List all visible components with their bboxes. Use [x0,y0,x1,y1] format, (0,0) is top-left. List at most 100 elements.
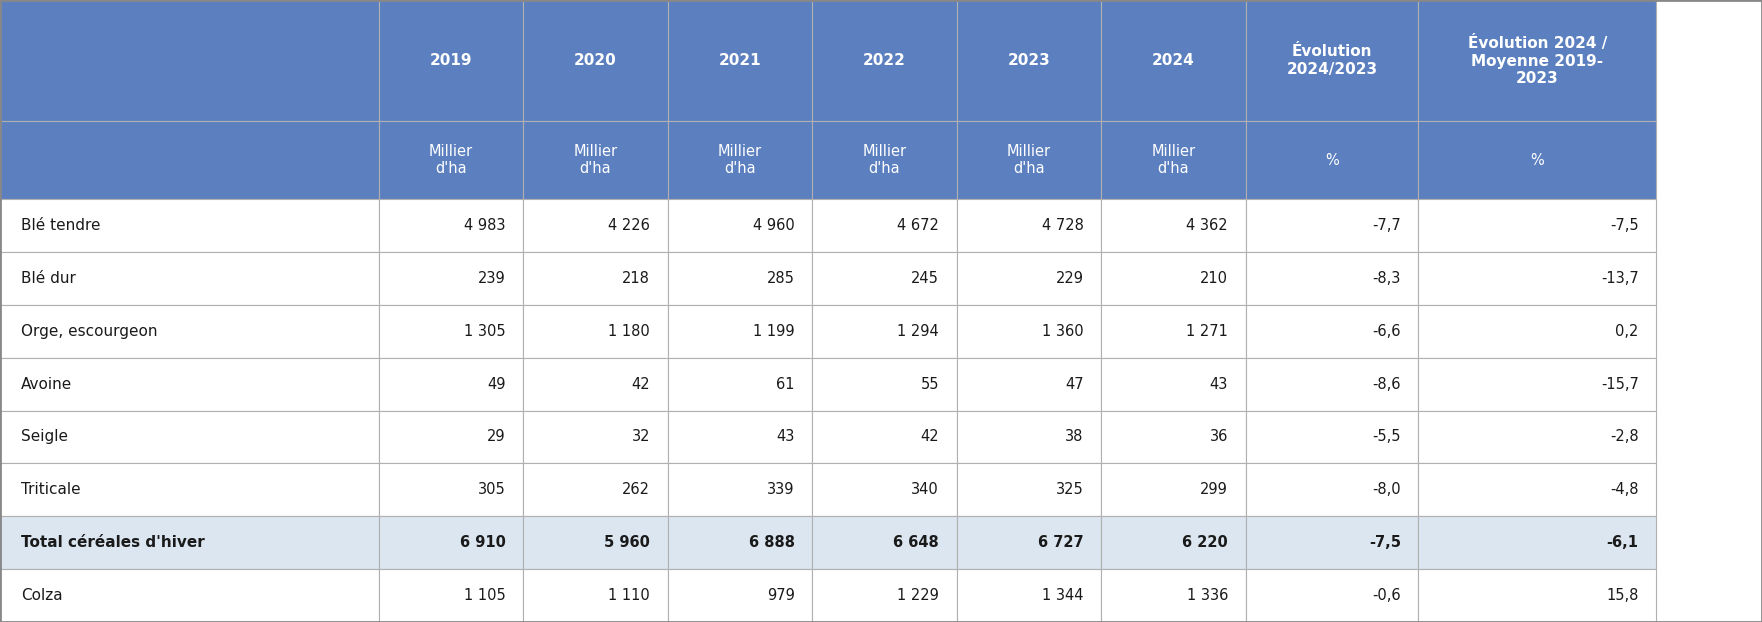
Text: Blé tendre: Blé tendre [21,218,100,233]
Text: 1 360: 1 360 [1041,323,1084,339]
Text: 6 648: 6 648 [893,535,939,550]
Text: 32: 32 [633,429,650,445]
Bar [957,121,1101,199]
Text: 1 344: 1 344 [1041,588,1084,603]
Bar [957,0,1101,121]
Bar [1246,463,1418,516]
Bar [379,516,523,569]
Bar [0,305,379,358]
Bar [1418,516,1656,569]
Text: -13,7: -13,7 [1602,271,1639,286]
Text: 239: 239 [478,271,506,286]
Text: 339: 339 [766,482,795,498]
Text: 2022: 2022 [863,53,906,68]
Bar [1418,0,1656,121]
Bar [523,121,668,199]
Bar [1101,569,1246,622]
Bar [523,358,668,411]
Text: 245: 245 [911,271,939,286]
Text: 979: 979 [766,588,795,603]
Bar [379,199,523,252]
Text: Millier
d'ha: Millier d'ha [717,144,763,177]
Bar [812,252,957,305]
Text: Millier
d'ha: Millier d'ha [428,144,474,177]
Text: 1 305: 1 305 [463,323,506,339]
Bar [379,305,523,358]
Text: Avoine: Avoine [21,376,72,392]
Text: 38: 38 [1066,429,1084,445]
Text: 285: 285 [766,271,795,286]
Text: Millier
d'ha: Millier d'ha [1151,144,1196,177]
Text: Orge, escourgeon: Orge, escourgeon [21,323,157,339]
Text: 1 180: 1 180 [608,323,650,339]
Bar [668,358,812,411]
Bar [523,305,668,358]
Text: Blé dur: Blé dur [21,271,76,286]
Bar [523,0,668,121]
Bar [957,358,1101,411]
Text: 2024: 2024 [1152,53,1195,68]
Bar [523,411,668,463]
Bar [812,463,957,516]
Bar [379,252,523,305]
Text: 1 229: 1 229 [897,588,939,603]
Bar [1101,252,1246,305]
Bar [668,252,812,305]
Bar [1246,358,1418,411]
Bar [1418,463,1656,516]
Text: -8,3: -8,3 [1373,271,1401,286]
Bar [379,411,523,463]
Bar [1246,0,1418,121]
Bar [957,252,1101,305]
Bar [668,0,812,121]
Text: -8,0: -8,0 [1373,482,1401,498]
Bar [1101,0,1246,121]
Bar [0,411,379,463]
Text: 42: 42 [631,376,650,392]
Bar [523,199,668,252]
Text: 1 199: 1 199 [752,323,795,339]
Text: 1 294: 1 294 [897,323,939,339]
Text: 305: 305 [478,482,506,498]
Bar [1246,121,1418,199]
Bar [1418,121,1656,199]
Text: 210: 210 [1200,271,1228,286]
Bar [668,411,812,463]
Text: -7,5: -7,5 [1369,535,1401,550]
Bar [1418,358,1656,411]
Bar [0,199,379,252]
Text: Total céréales d'hiver: Total céréales d'hiver [21,535,204,550]
Text: 49: 49 [488,376,506,392]
Text: -8,6: -8,6 [1373,376,1401,392]
Text: %: % [1531,152,1544,168]
Text: 4 672: 4 672 [897,218,939,233]
Bar [1101,516,1246,569]
Text: 42: 42 [920,429,939,445]
Text: 6 727: 6 727 [1038,535,1084,550]
Bar [523,252,668,305]
Text: -2,8: -2,8 [1610,429,1639,445]
Text: -6,1: -6,1 [1607,535,1639,550]
Bar [957,516,1101,569]
Bar [957,199,1101,252]
Bar [0,516,379,569]
Bar [1418,252,1656,305]
Bar [668,199,812,252]
Text: 2023: 2023 [1008,53,1050,68]
Text: -6,6: -6,6 [1373,323,1401,339]
Text: 1 336: 1 336 [1188,588,1228,603]
Text: 29: 29 [486,429,506,445]
Text: 0,2: 0,2 [1616,323,1639,339]
Text: -7,7: -7,7 [1373,218,1401,233]
Text: 4 728: 4 728 [1041,218,1084,233]
Bar [1101,463,1246,516]
Bar [0,121,379,199]
Text: 2020: 2020 [574,53,617,68]
Bar [1418,411,1656,463]
Bar [957,305,1101,358]
Text: -0,6: -0,6 [1373,588,1401,603]
Bar [1246,199,1418,252]
Text: 229: 229 [1055,271,1084,286]
Bar [379,569,523,622]
Bar [812,516,957,569]
